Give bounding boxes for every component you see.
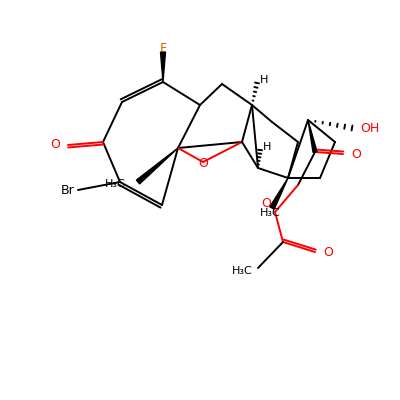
Text: O: O — [50, 138, 60, 152]
Text: H: H — [260, 75, 268, 85]
Text: Br: Br — [60, 184, 74, 196]
Polygon shape — [160, 52, 166, 82]
Text: F: F — [160, 42, 166, 55]
Text: H₃C: H₃C — [232, 266, 253, 276]
Text: O: O — [323, 246, 333, 258]
Text: H₃C: H₃C — [105, 179, 126, 189]
Text: O: O — [198, 157, 208, 170]
Text: O: O — [261, 197, 271, 210]
Text: O: O — [351, 148, 361, 160]
Polygon shape — [308, 120, 317, 152]
Text: H: H — [263, 142, 271, 152]
Polygon shape — [270, 178, 288, 209]
Text: OH: OH — [360, 122, 379, 134]
Text: H₃C: H₃C — [260, 208, 280, 218]
Polygon shape — [136, 148, 178, 184]
